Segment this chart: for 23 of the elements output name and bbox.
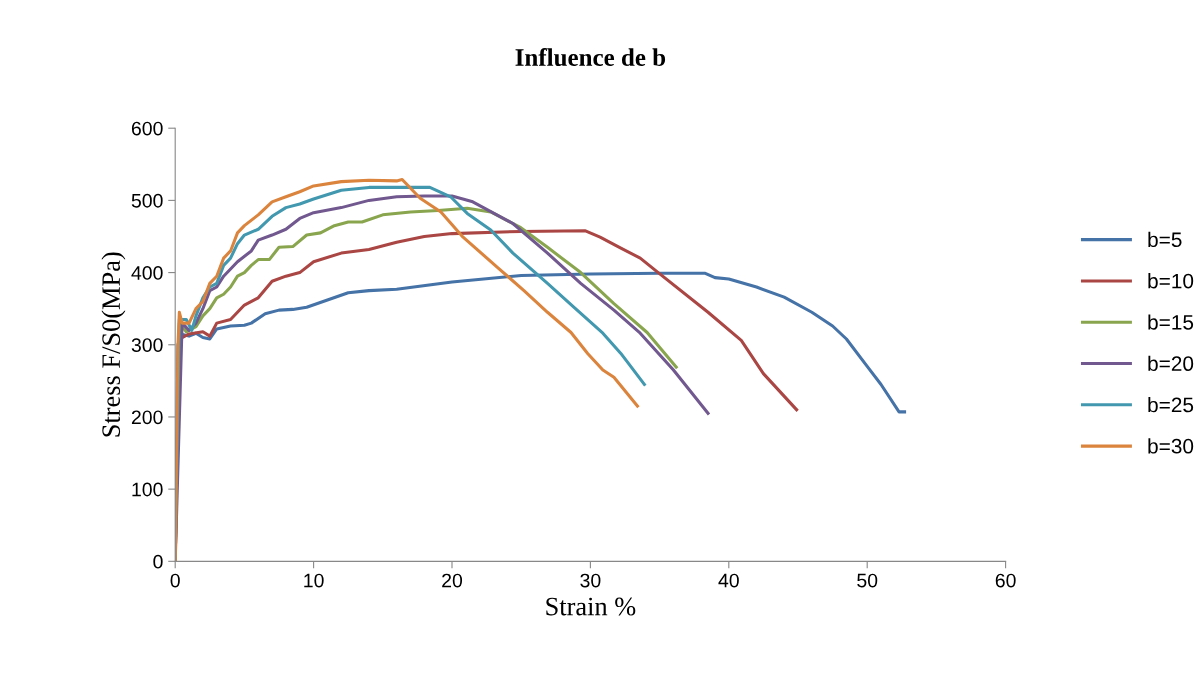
chart-title: Influence de b	[515, 48, 666, 67]
y-tick-label: 500	[131, 193, 163, 208]
legend-label: b=5	[1148, 231, 1182, 248]
y-tick-label: 400	[131, 266, 163, 280]
legend-label: b=20	[1148, 355, 1194, 372]
x-tick-label: 40	[718, 573, 739, 588]
y-tick-label: 200	[131, 410, 163, 425]
x-tick-label: 20	[442, 573, 463, 588]
legend-label: b=10	[1148, 273, 1194, 289]
legend-label: b=30	[1148, 438, 1194, 454]
x-tick-label: 30	[580, 573, 601, 588]
x-tick-label: 0	[170, 573, 180, 588]
y-tick-label: 100	[132, 482, 163, 497]
y-tick-label: 600	[131, 121, 163, 136]
legend-label: b=15	[1148, 314, 1194, 330]
x-tick-label: 60	[995, 573, 1016, 588]
x-tick-label: 10	[304, 573, 324, 588]
y-tick-label: 300	[131, 338, 163, 352]
y-tick-label: 0	[153, 554, 163, 569]
legend-label: b=25	[1148, 397, 1194, 413]
x-axis-title: Strain %	[546, 597, 636, 616]
x-tick-label: 50	[857, 573, 878, 588]
y-axis-title: Stress F/S0(MPa)	[101, 252, 126, 437]
